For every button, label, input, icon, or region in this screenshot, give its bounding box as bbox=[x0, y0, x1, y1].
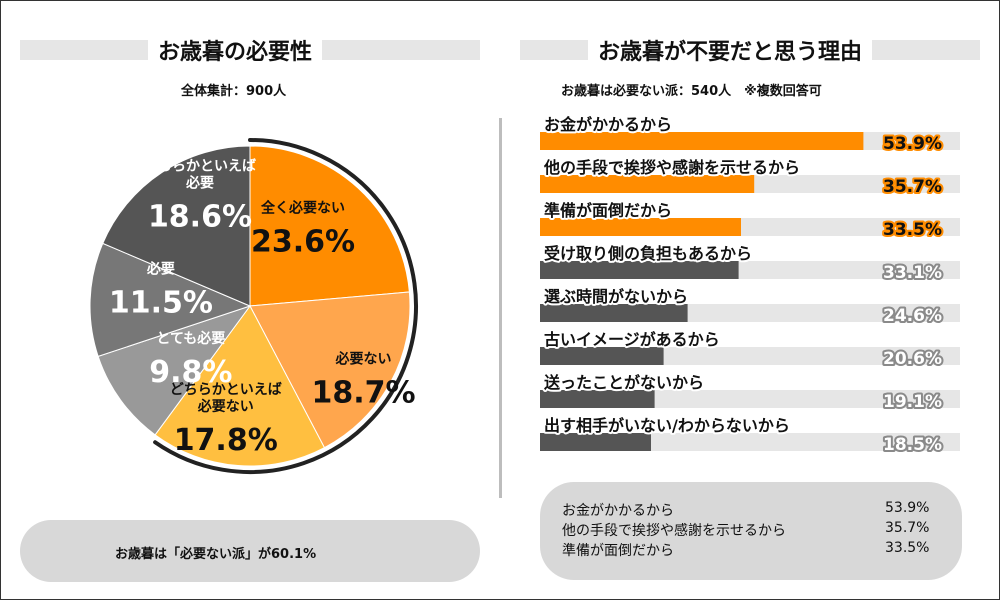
bar bbox=[540, 347, 664, 365]
bar-row-item-3: 準備が面倒だから 33.5% bbox=[540, 199, 960, 242]
pie-slice-name: 必要 bbox=[146, 260, 175, 277]
pie-label-item-4: とても必要 9.8% bbox=[149, 330, 232, 390]
bar bbox=[540, 433, 651, 451]
bar bbox=[540, 261, 739, 279]
pie-slice-name: 必要ない bbox=[335, 350, 392, 367]
bar-row-item-1: お金がかかるから 53.9% bbox=[540, 113, 960, 156]
right-panel-subtitle: お歳暮は必要ない派：540人 ※複数回答可 bbox=[561, 84, 822, 99]
bar-chart: お金がかかるから53.9%他の手段で挨拶や感謝を示せるから35.7%準備が面倒だ… bbox=[540, 113, 960, 457]
summary-label-item-3: 準備が面倒だから bbox=[562, 543, 674, 559]
bar-category-label: 他の手段で挨拶や感謝を示せるから bbox=[543, 158, 800, 177]
bar-category-label: 古いイメージがあるから bbox=[544, 330, 720, 349]
pie-slice-item-4 bbox=[97, 305, 252, 436]
left-footer-pill bbox=[20, 520, 480, 582]
bar-category-label: 出す相手がいない/わからないから bbox=[544, 416, 790, 435]
bar-value-label: 18.5% bbox=[883, 435, 942, 455]
pie-chart: 全く必要ない23.6%必要ない18.7%どちらかといえば必要ない17.8%とても… bbox=[89, 138, 418, 474]
summary-label-item-2: 他の手段で挨拶や感謝を示せるから bbox=[562, 523, 786, 539]
bar-value-label: 53.9% bbox=[883, 134, 942, 154]
pie-slice-name: 全く必要ない bbox=[260, 199, 345, 216]
bar-row-item-4: 受け取り側の負担もあるから 33.1% bbox=[540, 242, 960, 285]
pie-slice-name: どちらかといえば bbox=[170, 382, 282, 398]
bar bbox=[540, 304, 688, 322]
pie-slice-name: 必要 bbox=[185, 174, 214, 191]
pie-slice-item-1 bbox=[249, 145, 410, 307]
bar bbox=[540, 218, 741, 236]
bar-category-label: 受け取り側の負担もあるから bbox=[544, 244, 752, 263]
pie-slice-item-2 bbox=[249, 291, 411, 449]
summary-pill bbox=[540, 482, 962, 580]
bar-category-label: 選ぶ時間がないから bbox=[544, 287, 688, 306]
panel-divider bbox=[499, 118, 502, 498]
bar-value-label: 24.6% bbox=[883, 306, 942, 326]
pie-slice-item-3 bbox=[154, 305, 326, 467]
left-panel-subtitle: 全体集計：900人 bbox=[181, 84, 287, 99]
pie-label-item-2: 必要ない 18.7% bbox=[312, 350, 416, 410]
summary-label-item-1: お金がかかるから bbox=[562, 503, 674, 519]
bar-value-label: 33.5% bbox=[883, 220, 942, 240]
right-panel-title: お歳暮が不要だと思う理由 bbox=[588, 34, 873, 66]
bar-category-label: 送ったことがないから bbox=[543, 373, 704, 392]
bar-value-label: 20.6% bbox=[883, 349, 942, 369]
pie-slice-value: 11.5% bbox=[109, 285, 213, 320]
pie-label-item-5: 必要 11.5% bbox=[109, 260, 213, 320]
pie-slice-name: どちらかといえば bbox=[144, 158, 256, 174]
pie-label-item-1: 全く必要ない 23.6% bbox=[251, 199, 355, 259]
bar-row-item-7: 送ったことがないから 19.1% bbox=[540, 371, 960, 414]
pie-slice-name: とても必要 bbox=[156, 330, 225, 347]
bar-row-item-8: 出す相手がいない/わからないから 18.5% bbox=[540, 414, 960, 457]
summary-value-item-3: 33.5% bbox=[885, 540, 930, 556]
bar-category-label: お金がかかるから bbox=[544, 115, 672, 134]
summary-value-item-1: 53.9% bbox=[885, 500, 930, 516]
pie-slice-value: 9.8% bbox=[149, 355, 232, 390]
pie-slice-item-6 bbox=[102, 145, 251, 307]
bar-row-item-2: 他の手段で挨拶や感謝を示せるから 35.7% bbox=[540, 156, 960, 199]
left-panel-title: お歳暮の必要性 bbox=[148, 34, 323, 66]
pie-slice-value: 18.6% bbox=[148, 199, 252, 234]
bar bbox=[540, 390, 655, 408]
bar-row-item-6: 古いイメージがあるから 20.6% bbox=[540, 328, 960, 371]
bracket-arc bbox=[153, 138, 418, 474]
bar-category-label: 準備が面倒だから bbox=[544, 201, 672, 220]
bar bbox=[540, 175, 755, 193]
left-footer-text: お歳暮は「必要ない派」が60.1% bbox=[115, 547, 317, 562]
bar-value-label: 33.1% bbox=[883, 263, 942, 283]
pie-slice-value: 17.8% bbox=[174, 423, 278, 458]
bar-row-item-5: 選ぶ時間がないから 24.6% bbox=[540, 285, 960, 328]
bar-value-label: 35.7% bbox=[883, 177, 942, 197]
summary-value-item-2: 35.7% bbox=[885, 520, 930, 536]
pie-slice-value: 18.7% bbox=[312, 375, 416, 410]
pie-slice-value: 23.6% bbox=[251, 224, 355, 259]
pie-slice-item-5 bbox=[89, 242, 252, 358]
bar bbox=[540, 132, 864, 150]
pie-slice-name: 必要ない bbox=[197, 398, 254, 415]
bar-value-label: 19.1% bbox=[883, 392, 942, 412]
